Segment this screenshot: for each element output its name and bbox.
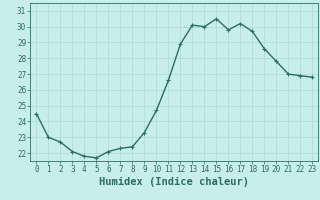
X-axis label: Humidex (Indice chaleur): Humidex (Indice chaleur) xyxy=(100,177,249,187)
